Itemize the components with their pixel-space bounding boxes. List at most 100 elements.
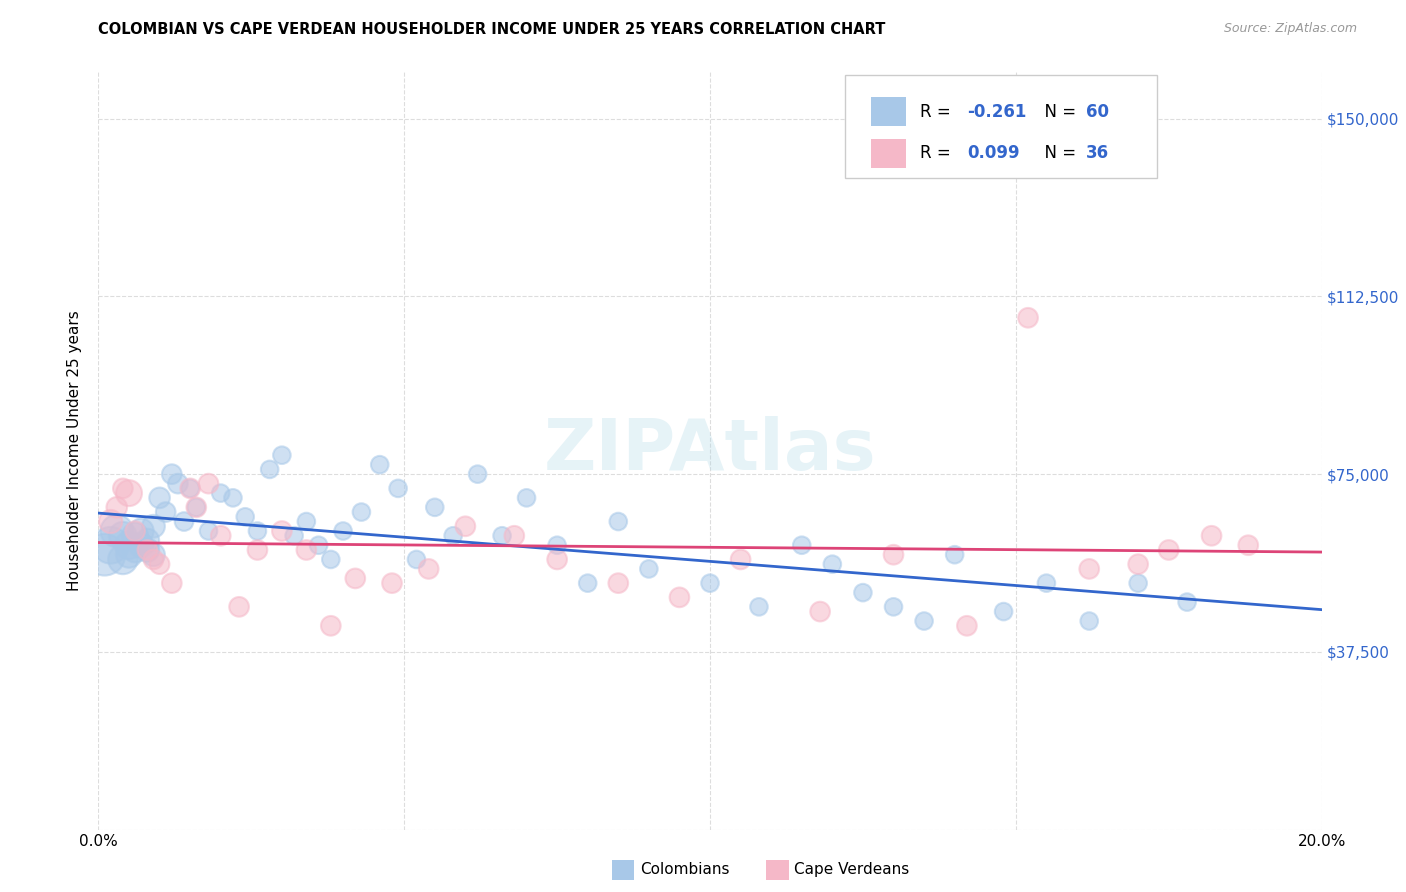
Text: N =: N = — [1035, 145, 1081, 162]
Point — [607, 515, 630, 529]
Point — [197, 476, 219, 491]
Bar — [872, 97, 905, 126]
Point — [748, 599, 770, 614]
Point — [441, 529, 464, 543]
Point — [111, 529, 134, 543]
Point — [270, 448, 292, 462]
Point — [546, 538, 568, 552]
Point — [136, 533, 159, 548]
Point — [467, 467, 489, 482]
Point — [1237, 538, 1260, 552]
Point — [344, 571, 367, 585]
Point — [136, 543, 159, 558]
Point — [1078, 562, 1101, 576]
Point — [943, 548, 966, 562]
Point — [118, 538, 141, 552]
Point — [883, 599, 905, 614]
Point — [167, 476, 190, 491]
Text: R =: R = — [921, 145, 956, 162]
Point — [1157, 543, 1180, 558]
Point — [821, 557, 844, 572]
Point — [607, 576, 630, 591]
Point — [1017, 310, 1039, 325]
Point — [142, 548, 165, 562]
Point — [259, 462, 281, 476]
Point — [149, 491, 172, 505]
Point — [295, 543, 318, 558]
Point — [186, 500, 208, 515]
Point — [993, 605, 1015, 619]
Point — [503, 529, 526, 543]
Text: Colombians: Colombians — [640, 863, 730, 877]
Point — [228, 599, 250, 614]
Point — [111, 482, 134, 496]
Point — [179, 482, 201, 496]
Point — [142, 552, 165, 566]
Point — [790, 538, 813, 552]
Point — [222, 491, 245, 505]
Text: ZIPAtlas: ZIPAtlas — [544, 416, 876, 485]
Point — [118, 486, 141, 500]
Point — [124, 524, 146, 538]
Point — [808, 605, 831, 619]
Point — [100, 538, 122, 552]
Point — [319, 619, 342, 633]
Point — [111, 552, 134, 566]
Text: COLOMBIAN VS CAPE VERDEAN HOUSEHOLDER INCOME UNDER 25 YEARS CORRELATION CHART: COLOMBIAN VS CAPE VERDEAN HOUSEHOLDER IN… — [98, 22, 886, 37]
Point — [1128, 557, 1150, 572]
Point — [491, 529, 513, 543]
Text: 36: 36 — [1085, 145, 1109, 162]
Point — [155, 505, 177, 519]
Point — [129, 538, 152, 552]
Text: 60: 60 — [1085, 103, 1108, 120]
Point — [423, 500, 446, 515]
Point — [246, 524, 269, 538]
Point — [956, 619, 979, 633]
Point — [546, 552, 568, 566]
Point — [270, 524, 292, 538]
Point — [454, 519, 477, 533]
Text: Source: ZipAtlas.com: Source: ZipAtlas.com — [1223, 22, 1357, 36]
Y-axis label: Householder Income Under 25 years: Householder Income Under 25 years — [67, 310, 83, 591]
Point — [124, 529, 146, 543]
Point — [730, 552, 752, 566]
Point — [381, 576, 404, 591]
Point — [350, 505, 373, 519]
Point — [209, 529, 232, 543]
Point — [308, 538, 330, 552]
Point — [637, 562, 661, 576]
Point — [912, 614, 935, 628]
Point — [295, 515, 318, 529]
Point — [516, 491, 538, 505]
Point — [149, 557, 172, 572]
Point — [160, 467, 183, 482]
Point — [699, 576, 721, 591]
Point — [387, 482, 409, 496]
Point — [179, 482, 201, 496]
Point — [1078, 614, 1101, 628]
Point — [105, 524, 128, 538]
Point — [93, 548, 115, 562]
Point — [368, 458, 391, 472]
Text: Cape Verdeans: Cape Verdeans — [794, 863, 910, 877]
Point — [124, 543, 146, 558]
Point — [233, 509, 256, 524]
Point — [129, 524, 152, 538]
Text: N =: N = — [1035, 103, 1081, 120]
Point — [142, 519, 165, 533]
Point — [173, 515, 195, 529]
Point — [283, 529, 305, 543]
Point — [197, 524, 219, 538]
Point — [100, 515, 122, 529]
Point — [332, 524, 354, 538]
Text: -0.261: -0.261 — [967, 103, 1026, 120]
Point — [852, 585, 875, 599]
Point — [1201, 529, 1223, 543]
Point — [186, 500, 208, 515]
Point — [160, 576, 183, 591]
Point — [246, 543, 269, 558]
FancyBboxPatch shape — [845, 75, 1157, 178]
Point — [1128, 576, 1150, 591]
Text: 0.099: 0.099 — [967, 145, 1019, 162]
Text: R =: R = — [921, 103, 956, 120]
